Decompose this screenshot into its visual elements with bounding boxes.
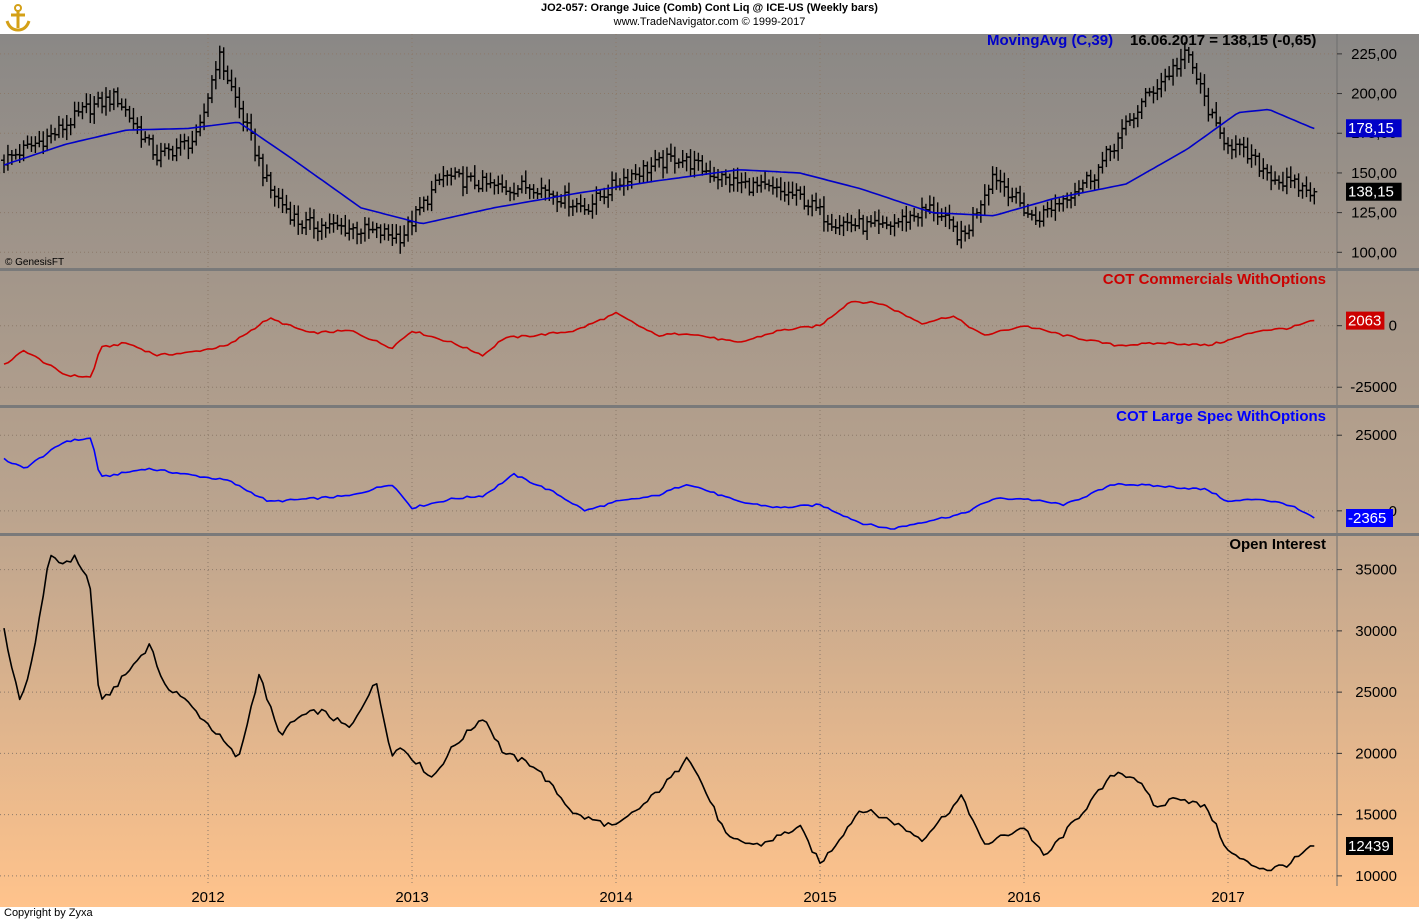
x-tick-label: 2017 <box>1211 889 1244 906</box>
x-tick-label: 2013 <box>395 889 428 906</box>
large-spec-pane: 250000-2365 <box>3 427 1397 530</box>
open-interest-pane: 35000 30000 25000 20000 15000 10000 12439 <box>3 554 1397 885</box>
open_interest-y-tick-label: 15000 <box>1355 807 1397 824</box>
chart-title: JO2-057: Orange Juice (Comb) Cont Liq @ … <box>541 2 878 14</box>
price-y-tick-label: 100,00 <box>1351 244 1397 261</box>
large_spec-last-badge: -2365 <box>1348 510 1386 527</box>
open_interest-y-tick-label: 20000 <box>1355 745 1397 762</box>
pane-separator-1 <box>0 268 1419 271</box>
anchor-logo-icon <box>4 3 32 33</box>
commercials-y-tick-label: 0 <box>1389 318 1397 335</box>
gridlines <box>0 34 1337 886</box>
chart-header: JO2-057: Orange Juice (Comb) Cont Liq @ … <box>0 0 1419 34</box>
open_interest-last-badge-bg <box>1346 836 1393 855</box>
price-y-tick-label: 225,00 <box>1351 46 1397 63</box>
commercials-last-badge-bg <box>1346 311 1385 330</box>
open_interest-y-tick-label: 30000 <box>1355 623 1397 640</box>
open_interest-last-badge: 12439 <box>1348 838 1390 855</box>
price-last-badge: 138,15 <box>1348 184 1394 201</box>
open_interest-y-tick-label: 25000 <box>1355 684 1397 701</box>
price-bars <box>1 42 1318 254</box>
large_spec-line <box>3 437 1315 530</box>
open_interest-line <box>3 554 1315 872</box>
commercials-line <box>3 300 1315 378</box>
open-interest-title: Open Interest <box>1229 536 1326 553</box>
moving-average-last-badge: 178,15 <box>1348 120 1394 137</box>
price-y-tick-label: 125,00 <box>1351 205 1397 222</box>
large-spec-title: COT Large Spec WithOptions <box>1116 408 1326 425</box>
x-tick-label: 2016 <box>1007 889 1040 906</box>
price-y-tick-label: 200,00 <box>1351 86 1397 103</box>
x-axis: 2012 2013 2014 2015 2016 2017 <box>191 889 1244 906</box>
large_spec-last-badge-bg <box>1346 509 1393 528</box>
pane-separators <box>0 268 1419 536</box>
commercials-title: COT Commercials WithOptions <box>1103 271 1326 288</box>
price-last-badge-bg <box>1346 182 1402 201</box>
commercials-y-tick-label: -25000 <box>1350 379 1397 396</box>
price-y-tick-label: 150,00 <box>1351 165 1397 182</box>
chart-subtitle: www.TradeNavigator.com © 1999-2017 <box>613 16 806 28</box>
moving-average-last-badge-bg <box>1346 119 1402 138</box>
pane-separator-2 <box>0 405 1419 408</box>
commercials-last-badge: 2063 <box>1348 313 1381 330</box>
pane-separator-3 <box>0 533 1419 536</box>
price-annotation-ma: MovingAvg (C,39) <box>987 32 1113 49</box>
footer-copyright: Copyright by Zyxa <box>4 907 93 919</box>
large_spec-y-tick-label: 25000 <box>1355 427 1397 444</box>
open_interest-y-tick-label: 35000 <box>1355 562 1397 579</box>
watermark: © GenesisFT <box>5 257 64 268</box>
price-pane: 225,00200,00175,00150,00125,00100,00138,… <box>1 42 1402 261</box>
x-tick-label: 2014 <box>599 889 632 906</box>
x-tick-label: 2015 <box>803 889 836 906</box>
open_interest-y-tick-label: 10000 <box>1355 868 1397 885</box>
x-tick-label: 2012 <box>191 889 224 906</box>
price-readout: 16.06.2017 = 138,15 (-0,65) <box>1130 32 1316 49</box>
commercials-pane: 0 -25000 2063 <box>3 300 1397 396</box>
moving-average-line <box>3 108 1315 225</box>
